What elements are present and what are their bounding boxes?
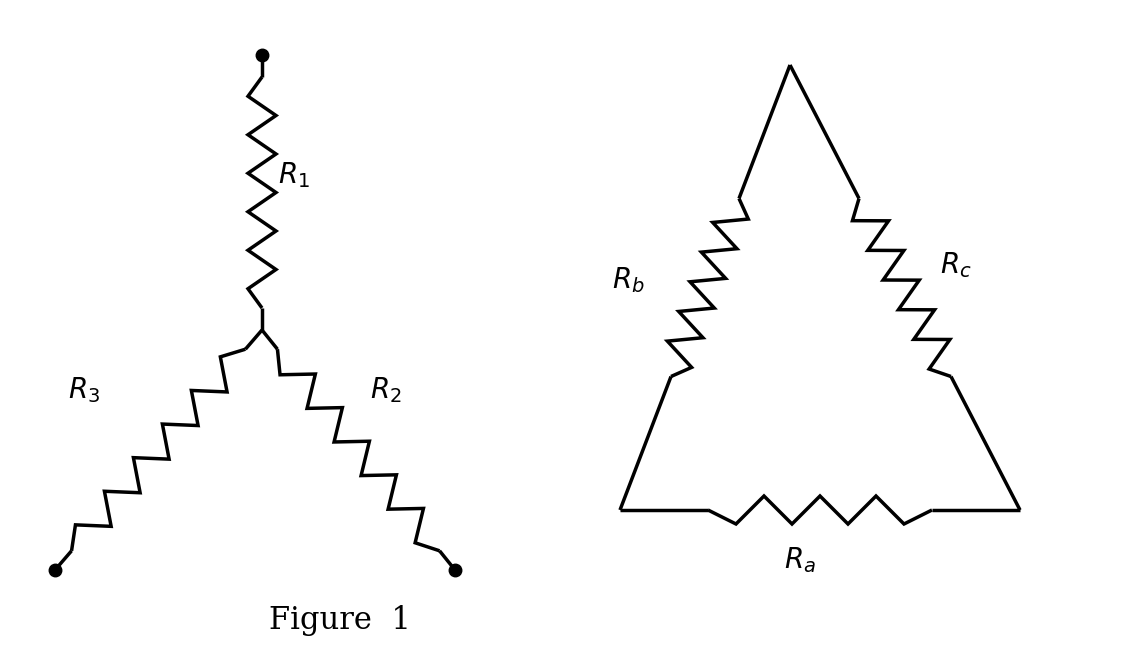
Text: Figure  1: Figure 1 [269,604,411,636]
Text: $R_1$: $R_1$ [278,160,309,190]
Text: $R_b$: $R_b$ [612,265,645,295]
Text: $R_3$: $R_3$ [68,375,100,405]
Text: $R_2$: $R_2$ [370,375,402,405]
Text: $R_a$: $R_a$ [784,545,816,575]
Text: $R_c$: $R_c$ [940,250,972,280]
